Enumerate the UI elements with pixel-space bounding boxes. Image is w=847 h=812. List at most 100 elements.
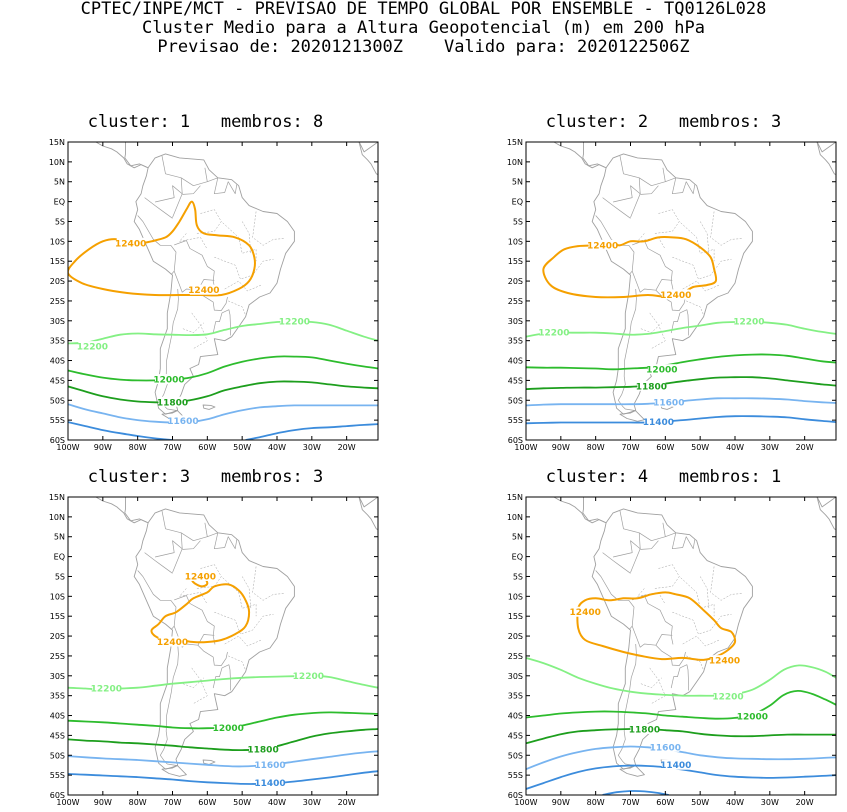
coastline — [94, 142, 149, 169]
country-border — [670, 312, 681, 334]
coastline — [133, 508, 295, 770]
lat-tick-label: 50S — [508, 751, 523, 760]
contour-12000 — [526, 353, 836, 371]
coastline — [358, 497, 378, 531]
contour-label-bg — [186, 570, 215, 581]
lat-tick-label: 15S — [508, 257, 523, 266]
lat-tick-label: 50S — [50, 396, 65, 405]
contour-label-bg — [294, 670, 323, 681]
plot-frame — [525, 141, 837, 441]
country-border — [619, 155, 641, 218]
contour-11800 — [526, 376, 836, 390]
contour-label: 12000 — [153, 376, 184, 386]
contour-label: 12400 — [709, 657, 740, 667]
contour-12200 — [526, 657, 836, 697]
country-border — [665, 532, 696, 550]
contour-11800 — [526, 728, 836, 745]
lat-tick-label: 60S — [508, 791, 523, 800]
contour-label-bg — [155, 374, 184, 385]
contour-label: 12200 — [77, 343, 108, 353]
lat-tick-label: 25S — [50, 652, 65, 661]
country-border — [679, 309, 690, 336]
contour-label: 12000 — [646, 366, 677, 376]
contour-label: 11800 — [247, 745, 278, 755]
contour-label-bg — [116, 237, 145, 248]
lat-tick-label: 20S — [50, 632, 65, 641]
lat-tick-label: 30S — [508, 317, 523, 326]
lon-tick-label: 50W — [233, 443, 251, 452]
contour-label: 12400 — [587, 241, 618, 251]
lat-tick-label: 45S — [50, 731, 65, 740]
country-border — [221, 309, 232, 336]
contour-label-bg — [588, 239, 617, 250]
lat-tick-label: 10S — [508, 237, 523, 246]
lat-tick-label: 45S — [50, 376, 65, 385]
lat-tick-label: 5S — [55, 217, 65, 226]
map-layer: 12400 12400 12200 12200 12000 11800 11600 11400 — [68, 497, 378, 789]
state-border — [710, 566, 743, 601]
country-border — [632, 240, 674, 290]
country-border — [159, 643, 179, 766]
contour-label-bg — [256, 777, 285, 788]
coastline — [94, 497, 149, 524]
country-border — [639, 167, 666, 187]
lat-tick-label: 30S — [50, 317, 65, 326]
contour-label: 12000 — [213, 724, 244, 734]
contour-11800 — [68, 728, 378, 752]
contour-label-bg — [168, 415, 197, 426]
lat-tick-label: 5N — [512, 533, 523, 542]
lat-tick-label: 50S — [50, 751, 65, 760]
lon-tick-label: 40W — [268, 443, 286, 452]
contour-label: 12200 — [712, 692, 743, 702]
country-border — [617, 643, 637, 766]
lat-tick-label: 30S — [50, 672, 65, 681]
map-plot: 12400 12400 12200 12200 12000 11800 11600 15N 10… — [49, 138, 379, 452]
state-border — [649, 667, 666, 704]
contour-label: 12400 — [660, 291, 691, 301]
map-plot: 12400 12400 12200 12200 12000 11800 11600 11400… — [49, 493, 379, 807]
cluster-panel-1: cluster: 1 membros: 8 12400 12400 12200 122… — [32, 112, 379, 457]
lat-tick-label: 5S — [55, 572, 65, 581]
contour-label: 12200 — [733, 318, 764, 328]
lat-tick-label: 25S — [50, 297, 65, 306]
country-border — [161, 155, 183, 218]
contour-12400 — [576, 591, 737, 661]
coastline — [591, 508, 753, 770]
contour-label-bg — [738, 710, 767, 721]
contour-label-bg — [280, 316, 309, 327]
contour-label: 12400 — [570, 608, 601, 618]
contour-label: 11600 — [254, 761, 285, 771]
contour-11400 — [68, 421, 173, 440]
coastline — [124, 497, 148, 523]
plot-frame — [67, 496, 379, 796]
lon-tick-label: 90W — [94, 443, 112, 452]
country-border — [679, 664, 690, 691]
country-border — [174, 595, 216, 645]
country-border — [207, 177, 238, 195]
coastline — [591, 153, 753, 415]
country-border — [161, 510, 183, 573]
country-border — [617, 288, 637, 411]
contour-11400 — [526, 415, 836, 425]
contour-label: 12200 — [279, 318, 310, 328]
state-border — [200, 209, 222, 222]
lon-tick-label: 100W — [514, 443, 537, 452]
lat-tick-label: 30S — [508, 672, 523, 681]
country-border — [173, 270, 215, 293]
country-border — [181, 522, 208, 542]
lat-tick-label: 5N — [54, 178, 65, 187]
contour-label: 12400 — [188, 286, 219, 296]
contour-label: 11400 — [643, 418, 674, 428]
state-border — [241, 576, 252, 609]
country-border — [639, 522, 666, 542]
plot-frame — [525, 496, 837, 796]
state-border — [682, 635, 720, 647]
lat-tick-label: 45S — [508, 731, 523, 740]
coastline — [552, 142, 607, 169]
country-border — [207, 532, 238, 550]
contour-12200 — [68, 320, 378, 345]
lat-tick-label: 20S — [508, 277, 523, 286]
lon-tick-label: 20W — [338, 443, 356, 452]
lat-tick-label: 35S — [508, 337, 523, 346]
lon-tick-label: 50W — [691, 443, 709, 452]
